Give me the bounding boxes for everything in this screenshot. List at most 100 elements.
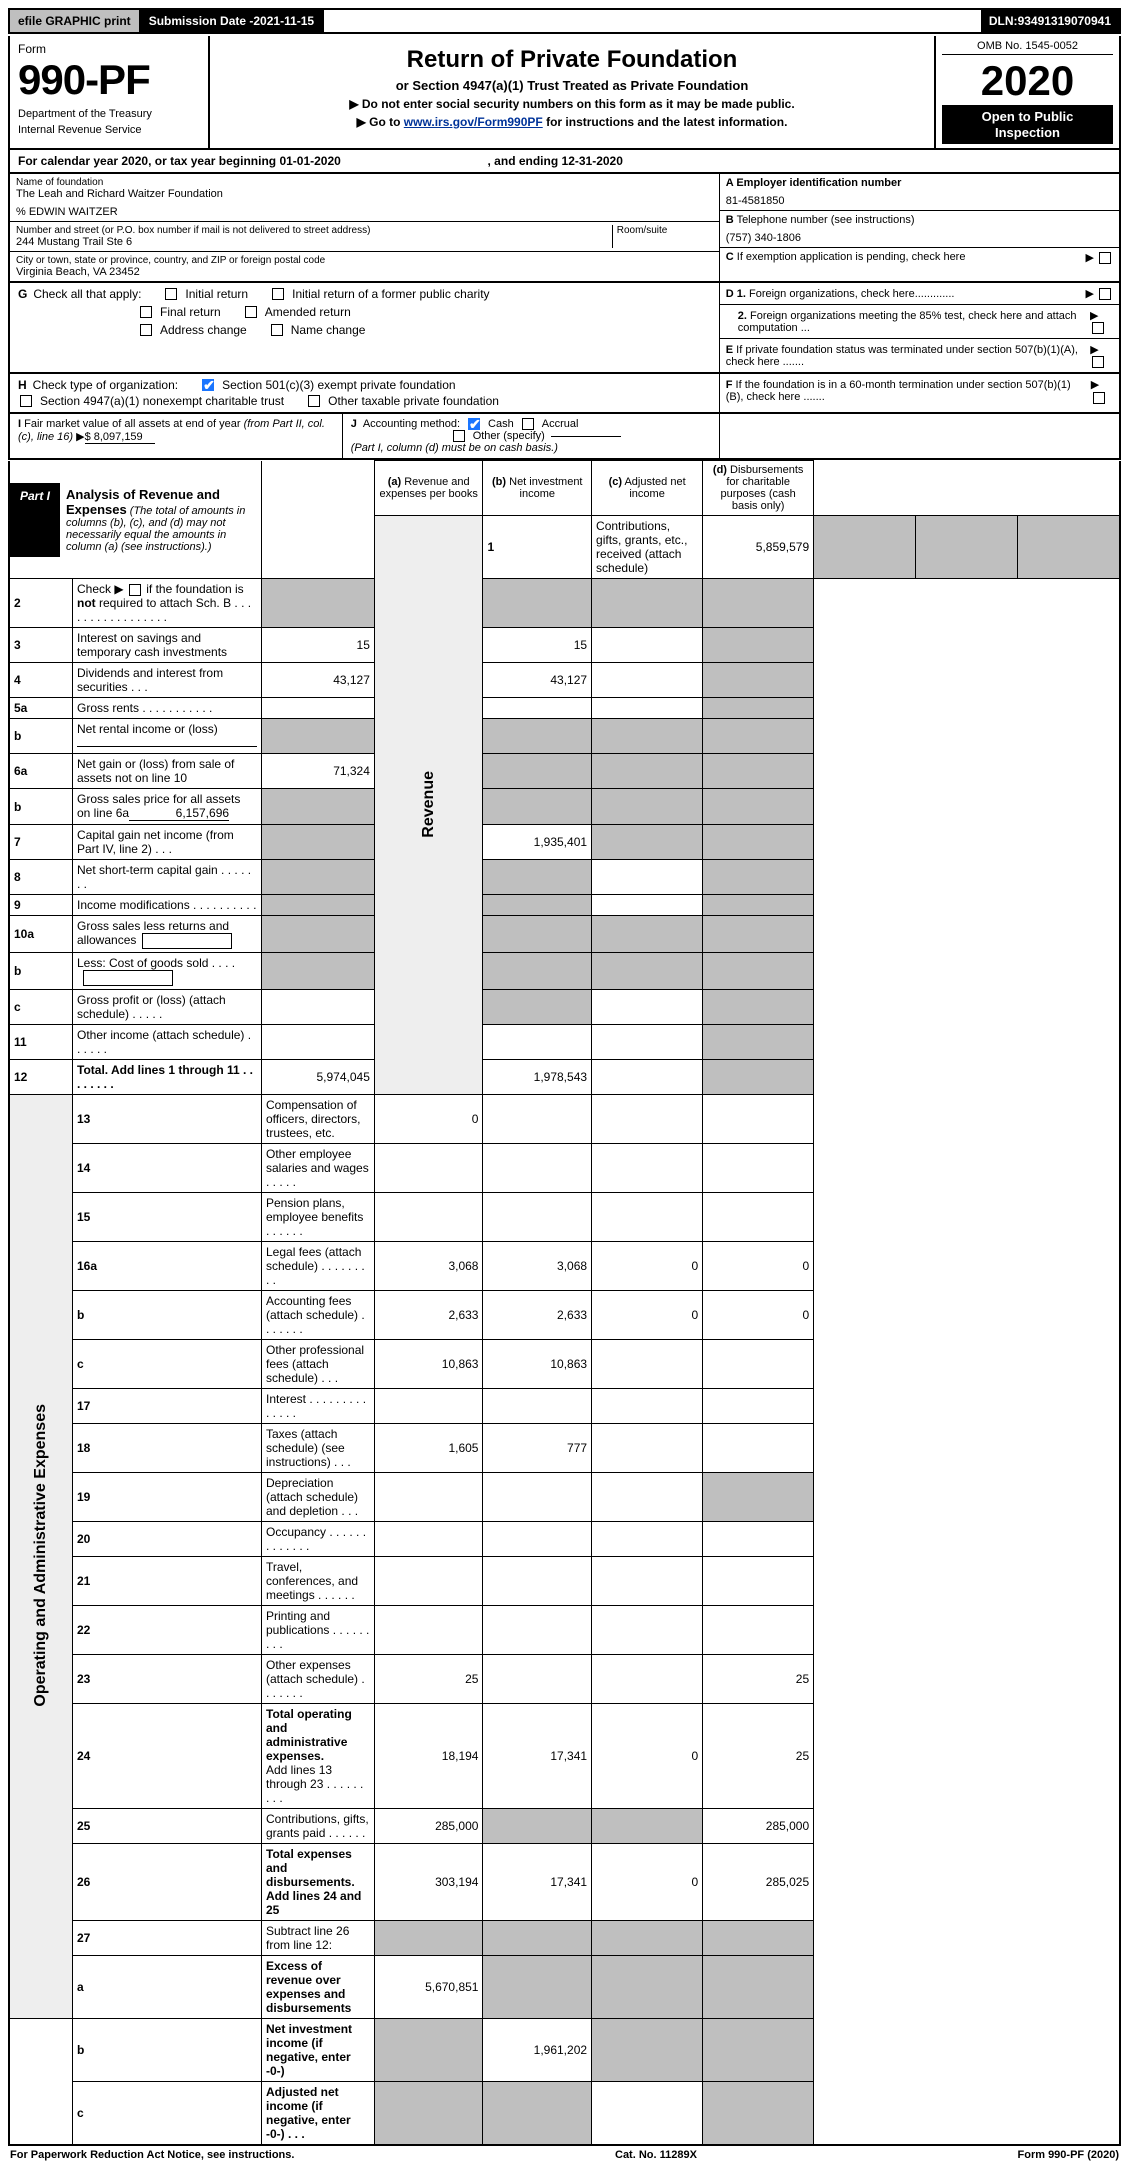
arrow-icon [1085, 287, 1093, 300]
col-a-header: (a) Revenue and expenses per books [374, 461, 483, 516]
checkbox-f[interactable] [1093, 392, 1105, 404]
fmv-value: $ 8,097,159 [85, 431, 155, 444]
row-d1: D 1. Foreign organizations, check here..… [720, 283, 1119, 305]
header-center: Return of Private Foundation or Section … [210, 36, 934, 148]
phone-cell: B Telephone number (see instructions) (7… [720, 211, 1119, 248]
table-row: 24 Total operating and administrative ex… [9, 1704, 1120, 1809]
table-row: 10a Gross sales less returns and allowan… [9, 916, 1120, 953]
part1-cash-note: (Part I, column (d) must be on cash basi… [351, 442, 558, 454]
form-subtitle: or Section 4947(a)(1) Trust Treated as P… [218, 78, 926, 93]
checkbox-e[interactable] [1092, 356, 1104, 368]
entity-info: Name of foundation The Leah and Richard … [8, 174, 1121, 283]
table-row: cOther professional fees (attach schedul… [9, 1340, 1120, 1389]
table-row: 21Travel, conferences, and meetings . . … [9, 1557, 1120, 1606]
table-row: aExcess of revenue over expenses and dis… [9, 1956, 1120, 2019]
revenue-side-label: Revenue [374, 516, 483, 1095]
row-e: E If private foundation status was termi… [720, 339, 1119, 372]
table-row: 23Other expenses (attach schedule) . . .… [9, 1655, 1120, 1704]
checkbox-address-change[interactable] [140, 324, 152, 336]
checkbox-initial-public[interactable] [272, 288, 284, 300]
table-row: b Net rental income or (loss) [9, 719, 1120, 754]
exemption-pending-cell: C If exemption application is pending, c… [720, 248, 1119, 267]
table-row: 20Occupancy . . . . . . . . . . . . . [9, 1522, 1120, 1557]
form-label: Form [18, 42, 200, 56]
phone-value: (757) 340-1806 [726, 232, 1113, 244]
table-row: b Gross sales price for all assets on li… [9, 789, 1120, 825]
dln-number: DLN: 93491319070941 [981, 10, 1119, 32]
table-row: 16aLegal fees (attach schedule) . . . . … [9, 1242, 1120, 1291]
table-row: 2 Check ▶ if the foundation is not requi… [9, 579, 1120, 628]
address-cell: Number and street (or P.O. box number if… [10, 222, 719, 252]
table-row: 25Contributions, gifts, grants paid . . … [9, 1809, 1120, 1844]
footer-left: For Paperwork Reduction Act Notice, see … [10, 2149, 294, 2161]
header-left: Form 990-PF Department of the Treasury I… [10, 36, 210, 148]
inline-box [83, 970, 173, 986]
checkbox-amended[interactable] [245, 306, 257, 318]
tax-year: 2020 [942, 57, 1113, 105]
arrow-icon [1090, 309, 1098, 322]
table-row: 3Interest on savings and temporary cash … [9, 628, 1120, 663]
table-row: 19Depreciation (attach schedule) and dep… [9, 1473, 1120, 1522]
open-public-badge: Open to PublicInspection [942, 105, 1113, 144]
checkbox-cash[interactable] [468, 418, 480, 430]
efile-print-button[interactable]: efile GRAPHIC print [10, 10, 141, 32]
inline-box [142, 933, 232, 949]
checkbox-4947[interactable] [20, 395, 32, 407]
table-row: 17Interest . . . . . . . . . . . . . . [9, 1389, 1120, 1424]
checkbox-other-specify[interactable] [453, 430, 465, 442]
table-row: 26Total expenses and disbursements. Add … [9, 1844, 1120, 1921]
table-row: 8Net short-term capital gain . . . . . .… [9, 860, 1120, 895]
checkbox-d1[interactable] [1099, 288, 1111, 300]
expenses-side-label: Operating and Administrative Expenses [9, 1095, 73, 2019]
col-d-header: (d) Disbursements for charitable purpose… [703, 461, 814, 516]
row-f: F If the foundation is in a 60-month ter… [720, 374, 1119, 407]
table-row: 14Other employee salaries and wages . . … [9, 1144, 1120, 1193]
irs-link[interactable]: www.irs.gov/Form990PF [404, 115, 543, 129]
form-title: Return of Private Foundation [218, 46, 926, 74]
table-row: 6aNet gain or (loss) from sale of assets… [9, 754, 1120, 789]
checkbox-name-change[interactable] [271, 324, 283, 336]
section-h: H Check type of organization: Section 50… [8, 374, 1121, 414]
table-row: 18Taxes (attach schedule) (see instructi… [9, 1424, 1120, 1473]
checkbox-initial-return[interactable] [165, 288, 177, 300]
part1-label: Part I [10, 483, 60, 557]
form-number: 990-PF [18, 56, 200, 104]
city-cell: City or town, state or province, country… [10, 252, 719, 281]
header-right: OMB No. 1545-0052 2020 Open to PublicIns… [934, 36, 1119, 148]
table-row: 27Subtract line 26 from line 12: [9, 1921, 1120, 1956]
section-g-d: G Check all that apply: Initial return I… [8, 283, 1121, 374]
omb-number: OMB No. 1545-0052 [942, 40, 1113, 55]
page-footer: For Paperwork Reduction Act Notice, see … [8, 2146, 1121, 2164]
checkbox-other-taxable[interactable] [308, 395, 320, 407]
ein-value: 81-4581850 [726, 195, 1113, 207]
table-row: Operating and Administrative Expenses 13… [9, 1095, 1120, 1144]
col-b-header: (b) Net investment income [483, 461, 592, 516]
checkbox-sch-b[interactable] [129, 584, 141, 596]
foundation-name: The Leah and Richard Waitzer Foundation [16, 188, 713, 200]
table-row: cGross profit or (loss) (attach schedule… [9, 990, 1120, 1025]
table-row: 9Income modifications . . . . . . . . . … [9, 895, 1120, 916]
room-label: Room/suite [617, 225, 713, 236]
care-of: % EDWIN WAITZER [16, 206, 713, 218]
table-row: cAdjusted net income (if negative, enter… [9, 2082, 1120, 2146]
table-row: 22Printing and publications . . . . . . … [9, 1606, 1120, 1655]
form-header: Form 990-PF Department of the Treasury I… [8, 36, 1121, 150]
note-ssn: Do not enter social security numbers on … [218, 97, 926, 111]
section-i-j: I Fair market value of all assets at end… [8, 414, 1121, 460]
table-row: 12Total. Add lines 1 through 11 . . . . … [9, 1060, 1120, 1095]
checkbox-501c3[interactable] [202, 379, 214, 391]
checkbox-d2[interactable] [1092, 322, 1104, 334]
footer-right: Form 990-PF (2020) [1018, 2149, 1120, 2161]
table-row: 5aGross rents . . . . . . . . . . . [9, 698, 1120, 719]
col-c-header: (c) Adjusted net income [592, 461, 703, 516]
checkbox-final-return[interactable] [140, 306, 152, 318]
checkbox-accrual[interactable] [522, 418, 534, 430]
dept-irs: Internal Revenue Service [18, 124, 200, 136]
arrow-icon [1085, 251, 1093, 264]
checkbox-c[interactable] [1099, 252, 1111, 264]
footer-mid: Cat. No. 11289X [615, 2149, 697, 2161]
part1-text: Analysis of Revenue and Expenses (The to… [60, 483, 261, 557]
calendar-year-row: For calendar year 2020, or tax year begi… [8, 150, 1121, 174]
ein-cell: A Employer identification number 81-4581… [720, 174, 1119, 211]
table-row: bNet investment income (if negative, ent… [9, 2019, 1120, 2082]
